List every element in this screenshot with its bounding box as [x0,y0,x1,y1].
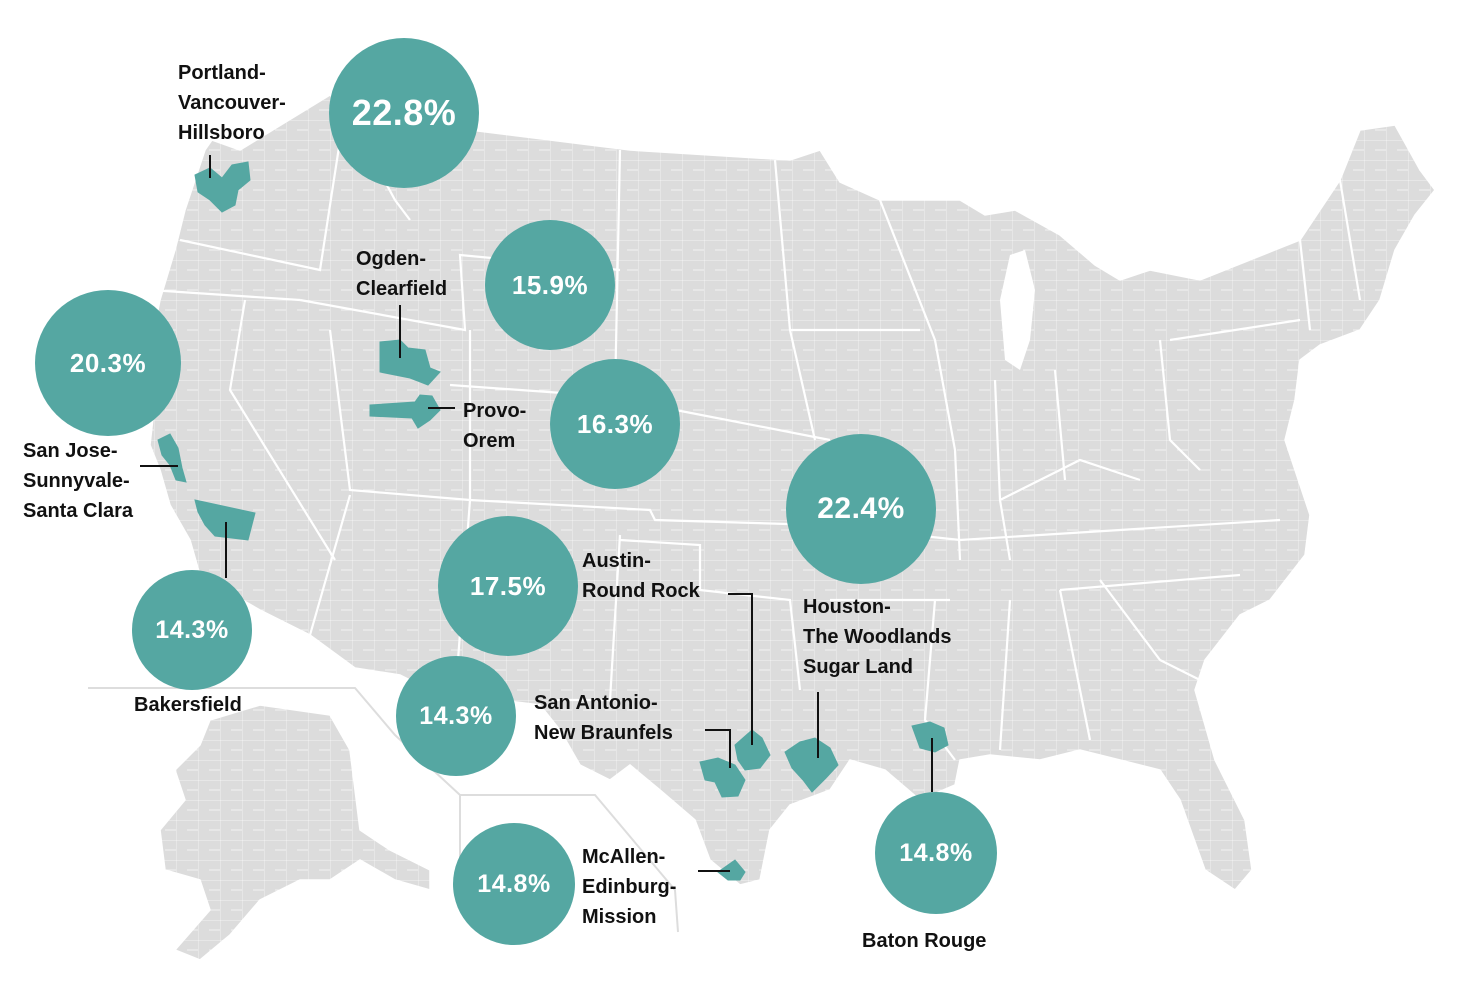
baton-rouge-value-bubble: 14.8% [875,792,997,914]
ogden-area [379,339,441,386]
austin-area [734,729,771,771]
provo-value-bubble: 16.3% [550,359,680,489]
provo-label: Provo- Orem [463,400,527,452]
mcallen-label: McAllen- Edinburg- Mission [582,846,677,928]
baton-rouge-area [911,721,949,753]
austin-label: Austin- Round Rock [582,550,700,602]
portland-value-bubble: 22.8% [329,38,479,188]
alaska [159,704,431,961]
mcallen-area [717,859,746,881]
austin-value-bubble: 17.5% [438,516,578,656]
portland-label: Portland- Vancouver- Hillsboro [178,62,286,144]
san-antonio-label: San Antonio- New Braunfels [534,692,673,744]
houston-label: Houston- The Woodlands Sugar Land [803,596,952,678]
san-antonio-value-bubble: 14.3% [396,656,516,776]
austin-leader [728,593,753,745]
san-jose-label: San Jose- Sunnyvale- Santa Clara [23,440,134,522]
houston-value-bubble: 22.4% [786,434,936,584]
bakersfield-label: Bakersfield [134,694,242,716]
inset-frame [88,687,679,933]
baton-rouge-label: Baton Rouge [862,930,987,952]
san-jose-area [157,433,187,483]
mcallen-value-bubble: 14.8% [453,823,575,945]
houston-area [784,737,839,793]
bakersfield-value-bubble: 14.3% [132,570,252,690]
portland-area [194,161,251,213]
provo-area [369,394,441,429]
ogden-label: Ogden- Clearfield [356,248,448,300]
ogden-value-bubble: 15.9% [485,220,615,350]
san-antonio-area [699,757,746,798]
san-jose-value-bubble: 20.3% [35,290,181,436]
bakersfield-area [194,499,256,541]
san-antonio-leader [705,729,731,768]
